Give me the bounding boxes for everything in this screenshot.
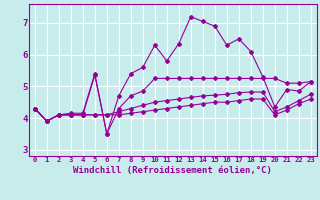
X-axis label: Windchill (Refroidissement éolien,°C): Windchill (Refroidissement éolien,°C)	[73, 166, 272, 175]
